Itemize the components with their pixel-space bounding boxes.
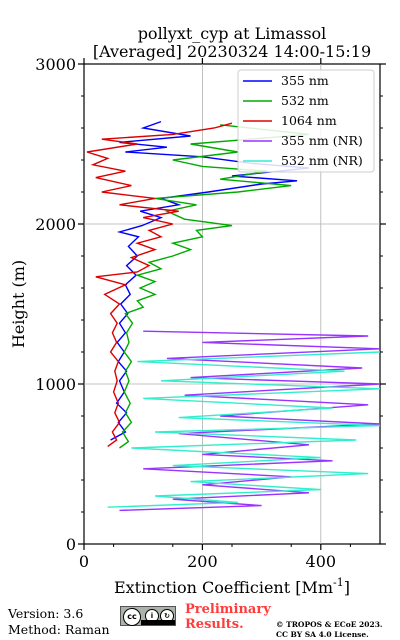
preliminary-line1: Preliminary <box>185 602 271 617</box>
legend-box <box>237 69 375 173</box>
x-axis-label-end: ] <box>344 578 350 597</box>
x-axis-label: Extinction Coefficient [Mm-1] <box>114 576 350 597</box>
series-line-532-nm-nr- <box>107 351 380 508</box>
cc-icon: cc <box>123 608 141 626</box>
series-line-355-nm-nr- <box>119 330 380 512</box>
footer-meta: Version: 3.6 Method: Raman <box>8 606 110 638</box>
chart-title-line1: pollyxt_cyp at Limassol <box>138 24 327 43</box>
axis-ticks: 0 200 400 0 1000 2000 3000 <box>35 55 386 571</box>
legend-label: 355 nm (NR) <box>281 133 363 148</box>
copyright-line1: © TROPOS & ECoE 2023. <box>276 620 383 629</box>
series-layer <box>86 120 380 512</box>
preliminary-line2: Results. <box>185 617 244 632</box>
legend: 355 nm 532 nm 1064 nm 355 nm (NR) 532 nm (NR… <box>237 69 375 173</box>
y-tick-label: 2000 <box>35 215 76 234</box>
sa-icon: ↻ <box>160 609 174 623</box>
series-line-532-nm <box>119 124 310 449</box>
series-line-1064-nm <box>86 122 233 447</box>
chart-title-line2: [Averaged] 20230324 14:00-15:19 <box>93 42 371 61</box>
x-tick-label: 0 <box>79 552 89 571</box>
method-text: Method: Raman <box>8 622 110 637</box>
extinction-chart: pollyxt_cyp at Limassol [Averaged] 20230… <box>9 24 386 597</box>
legend-label: 532 nm <box>281 93 329 108</box>
copyright-line2: CC BY SA 4.0 License. <box>276 629 369 639</box>
x-axis-label-sup: -1 <box>333 576 344 589</box>
x-tick-label: 400 <box>306 552 337 571</box>
version-text: Version: 3.6 <box>8 606 84 621</box>
license-strip <box>141 620 175 625</box>
legend-label: 1064 nm <box>281 113 337 128</box>
cc-license-logo: cc i ↻ <box>120 606 176 626</box>
x-tick-label: 200 <box>187 552 218 571</box>
y-tick-label: 0 <box>66 535 76 554</box>
legend-label: 532 nm (NR) <box>281 153 363 168</box>
preliminary-notice: Preliminary Results. <box>185 602 271 632</box>
legend-label: 355 nm <box>281 73 329 88</box>
y-axis-label: Height (m) <box>9 260 28 348</box>
series-line-355-nm <box>110 120 310 441</box>
copyright-notice: © TROPOS & ECoE 2023. CC BY SA 4.0 Licen… <box>276 620 383 639</box>
y-tick-label: 3000 <box>35 55 76 74</box>
y-tick-label: 1000 <box>35 375 76 394</box>
x-axis-label-main: Extinction Coefficient [Mm <box>114 578 333 597</box>
